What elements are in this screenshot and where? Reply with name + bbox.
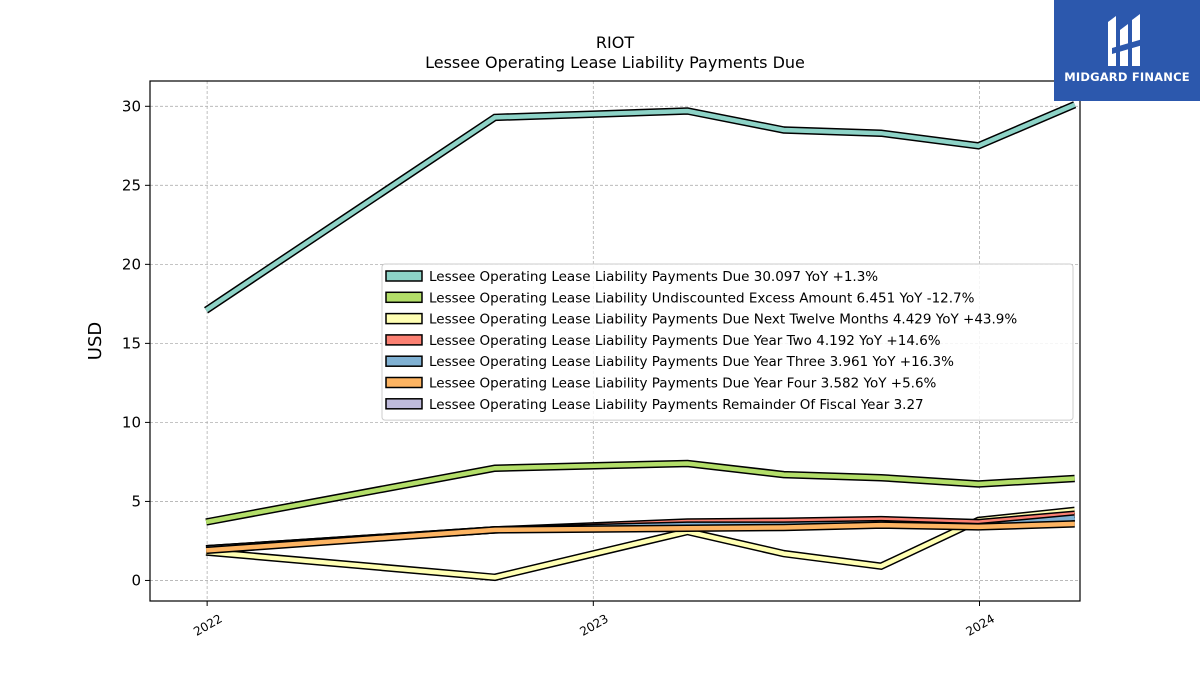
y-tick-label: 25	[122, 176, 141, 194]
legend-swatch	[385, 398, 423, 410]
plot-frame	[149, 80, 1081, 602]
legend-entry: Lessee Operating Lease Liability Payment…	[429, 333, 941, 349]
x-tick-label: 2023	[577, 611, 610, 638]
y-tick-label: 0	[131, 571, 141, 589]
chart-title: RIOT	[596, 33, 634, 52]
y-axis-label: USD	[85, 322, 106, 360]
logo-text: MIDGARD FINANCE	[1064, 70, 1190, 84]
series-line-2	[205, 459, 1075, 526]
legend-swatch	[385, 355, 423, 367]
legend-swatch	[385, 312, 423, 325]
chart-subtitle: Lessee Operating Lease Liability Payment…	[425, 53, 805, 72]
legend-entry: Lessee Operating Lease Liability Undisco…	[429, 290, 975, 306]
series-line-1	[204, 101, 1077, 314]
series-lines	[204, 101, 1077, 582]
y-tick-label: 20	[122, 255, 141, 273]
series-line-stroke	[205, 521, 1075, 553]
series-line-6	[205, 520, 1075, 555]
y-axis: 0 5 10 15 20 25 30	[122, 97, 150, 589]
legend-entry: Lessee Operating Lease Liability Payment…	[429, 376, 937, 392]
y-tick-label: 5	[131, 492, 141, 510]
legend-entry: Lessee Operating Lease Liability Payment…	[429, 354, 954, 370]
y-tick-label: 30	[122, 97, 141, 115]
series-line-stroke	[205, 461, 1075, 525]
y-tick-label: 10	[122, 413, 141, 431]
legend-entry: Lessee Operating Lease Liability Payment…	[429, 269, 878, 285]
brand-logo: MIDGARD FINANCE	[1054, 0, 1200, 101]
series-line-stroke	[204, 102, 1076, 313]
series-line-outline	[205, 459, 1075, 526]
legend-swatch	[385, 376, 423, 389]
y-tick-label: 15	[122, 334, 141, 352]
legend-swatch	[385, 270, 423, 282]
legend-entry: Lessee Operating Lease Liability Payment…	[429, 312, 1017, 328]
legend-swatch	[385, 291, 423, 304]
legend-swatch	[385, 334, 423, 346]
legend-box	[381, 263, 1074, 421]
legend-entry: Lessee Operating Lease Liability Payment…	[429, 397, 924, 413]
midgard-logo-icon	[1108, 14, 1146, 66]
x-tick-label: 2024	[964, 611, 997, 638]
legend: Lessee Operating Lease Liability Payment…	[381, 263, 1074, 421]
x-tick-label: 2022	[191, 611, 224, 638]
x-axis: 2022 2023 2024	[191, 601, 997, 639]
